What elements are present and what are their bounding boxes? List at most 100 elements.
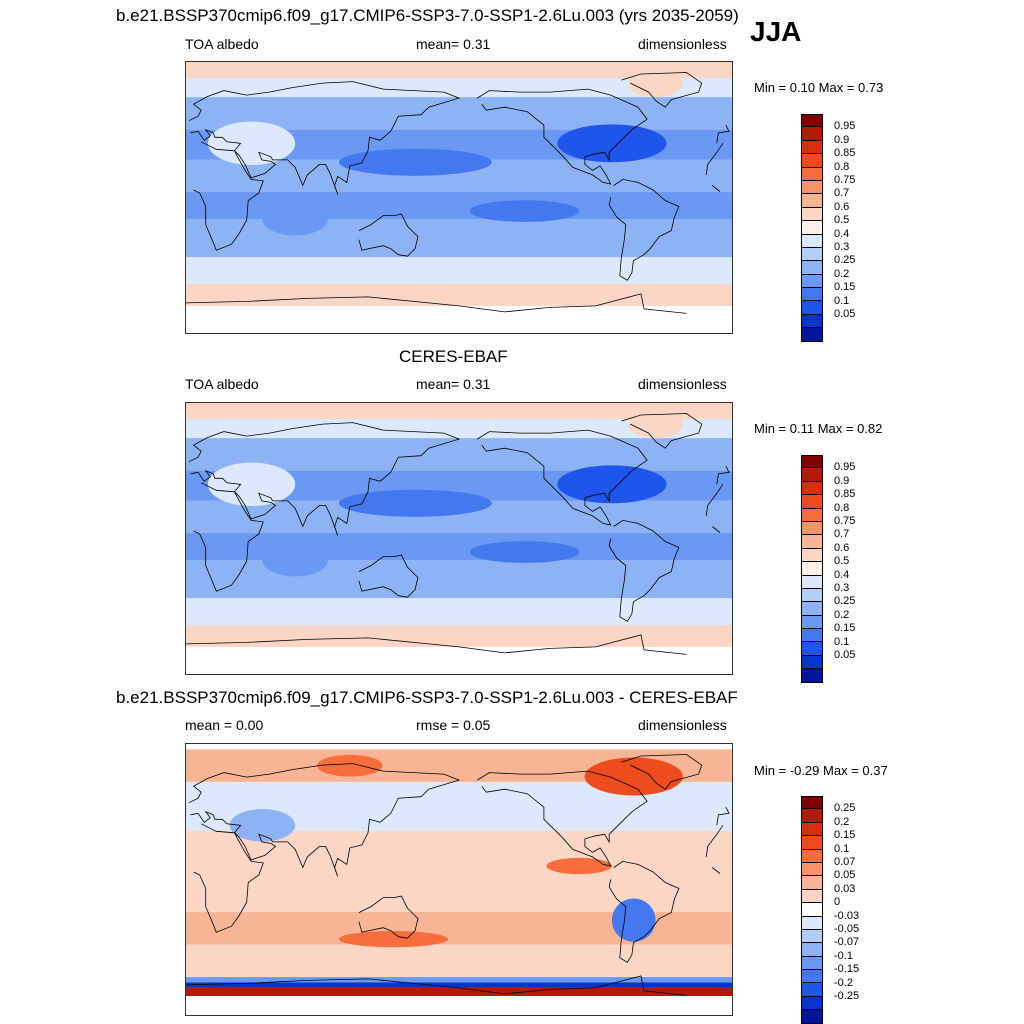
colorbar-swatch [801, 809, 823, 823]
field-band [186, 987, 732, 997]
panel1-left-label: TOA albedo [185, 36, 259, 52]
colorbar-swatch [801, 455, 823, 469]
colorbar-swatch [801, 796, 823, 810]
colorbar-swatch [801, 1010, 823, 1024]
coastline-south-america [608, 519, 680, 622]
colorbar-tick-label: 0.1 [834, 294, 850, 307]
colorbar-tick-label: 0.3 [834, 582, 850, 594]
colorbar-tick-label: -0.1 [834, 949, 853, 962]
colorbar-swatch [801, 288, 823, 302]
coastline-australia [358, 554, 419, 598]
panel3-minmax: Min = -0.29 Max = 0.37 [754, 763, 888, 778]
colorbar-tick-label: 0.15 [834, 281, 856, 294]
field-band [186, 977, 732, 983]
colorbar-swatch [801, 180, 823, 195]
field-patch [338, 489, 492, 517]
colorbar-swatch [801, 508, 823, 522]
colorbar-tick-label: 0.05 [834, 308, 856, 320]
colorbar-tick-label: 0.4 [834, 227, 850, 240]
colorbar-swatch [801, 629, 823, 643]
panel3-colorbar [801, 796, 823, 1024]
field-band [186, 625, 732, 647]
colorbar-swatch [801, 615, 823, 630]
colorbar-swatch [801, 207, 823, 222]
colorbar-tick-label: 0.85 [834, 488, 856, 501]
colorbar-swatch [801, 983, 823, 997]
colorbar-swatch [801, 562, 823, 576]
panel1-mean-label: mean= 0.31 [416, 36, 491, 52]
field-band [186, 403, 732, 420]
colorbar-swatch [801, 314, 823, 329]
colorbar-tick-label: 0.95 [834, 120, 856, 133]
colorbar-swatch [801, 575, 823, 589]
colorbar-tick-label: 0.05 [834, 869, 856, 882]
coastline-south-america [608, 860, 680, 963]
colorbar-swatch [801, 849, 823, 863]
colorbar-swatch [801, 655, 823, 670]
colorbar-swatch [801, 154, 823, 168]
colorbar-tick-label: 0.5 [834, 214, 850, 227]
field-band [186, 996, 732, 1015]
colorbar-tick-label: 0.1 [834, 842, 850, 855]
colorbar-tick-label: 0.7 [834, 187, 850, 200]
colorbar-swatch [801, 535, 823, 549]
field-patch [338, 930, 449, 948]
field-patch [469, 541, 580, 563]
colorbar-tick-label: 0.05 [834, 649, 856, 661]
colorbar-swatch [801, 862, 823, 877]
field-band [186, 944, 732, 978]
panel3-units-label: dimensionless [638, 717, 727, 733]
colorbar-swatch [801, 602, 823, 616]
colorbar-swatch [801, 328, 823, 342]
field-band [186, 62, 732, 79]
season-label: JJA [750, 16, 802, 47]
coastline-antarctica [186, 975, 687, 996]
colorbar-tick-label: 0.1 [834, 635, 850, 648]
colorbar-tick-label: 0.6 [834, 541, 850, 554]
colorbar-swatch [801, 140, 823, 155]
colorbar-swatch [801, 970, 823, 984]
colorbar-tick-label: 0.95 [834, 461, 856, 474]
colorbar-tick-label: 0.85 [834, 147, 856, 160]
field-patch [628, 70, 683, 98]
coastline-greenland [621, 72, 703, 108]
colorbar-tick-label: 0.8 [834, 160, 850, 173]
panel3-rmse-label: rmse = 0.05 [416, 717, 491, 733]
colorbar-tick-label: 0.07 [834, 856, 856, 868]
field-patch [628, 411, 683, 439]
colorbar-tick-label: 0.2 [834, 815, 850, 828]
coastline-australia [358, 895, 419, 939]
colorbar-tick-label: 0.5 [834, 555, 850, 568]
field-band [186, 284, 732, 306]
colorbar-tick-label: -0.03 [834, 909, 860, 922]
panel2-minmax: Min = 0.11 Max = 0.82 [754, 421, 883, 436]
field-patch [207, 121, 296, 165]
coastline-australia [358, 213, 419, 257]
colorbar-swatch [801, 929, 823, 944]
field-band [186, 598, 732, 626]
colorbar-swatch [801, 274, 823, 289]
colorbar-swatch [801, 301, 823, 315]
colorbar-tick-label: 0.2 [834, 608, 850, 621]
colorbar-tick-label: 0.03 [834, 882, 856, 895]
colorbar-tick-label: 0.3 [834, 241, 850, 253]
panel1-units-label: dimensionless [638, 36, 727, 52]
field-band [186, 646, 732, 674]
colorbar-swatch [801, 468, 823, 482]
colorbar-tick-label: 0.15 [834, 622, 856, 635]
colorbar-tick-label: 0.15 [834, 829, 856, 842]
colorbar-tick-label: 0.25 [834, 802, 856, 815]
colorbar-tick-label: -0.05 [834, 923, 860, 935]
colorbar-tick-label: 0.25 [834, 254, 856, 267]
coastline-greenland [621, 413, 703, 449]
colorbar-swatch [801, 548, 823, 563]
panel3-map [185, 743, 733, 1016]
panel3-title: b.e21.BSSP370cmip6.f09_g17.CMIP6-SSP3-7.… [116, 688, 738, 707]
field-band [186, 78, 732, 98]
colorbar-swatch [801, 642, 823, 656]
field-patch [338, 148, 492, 176]
colorbar-swatch [801, 221, 823, 235]
colorbar-tick-label: 0.7 [834, 528, 850, 541]
panel1-colorbar [801, 114, 823, 342]
colorbar-tick-label: 0.8 [834, 501, 850, 514]
